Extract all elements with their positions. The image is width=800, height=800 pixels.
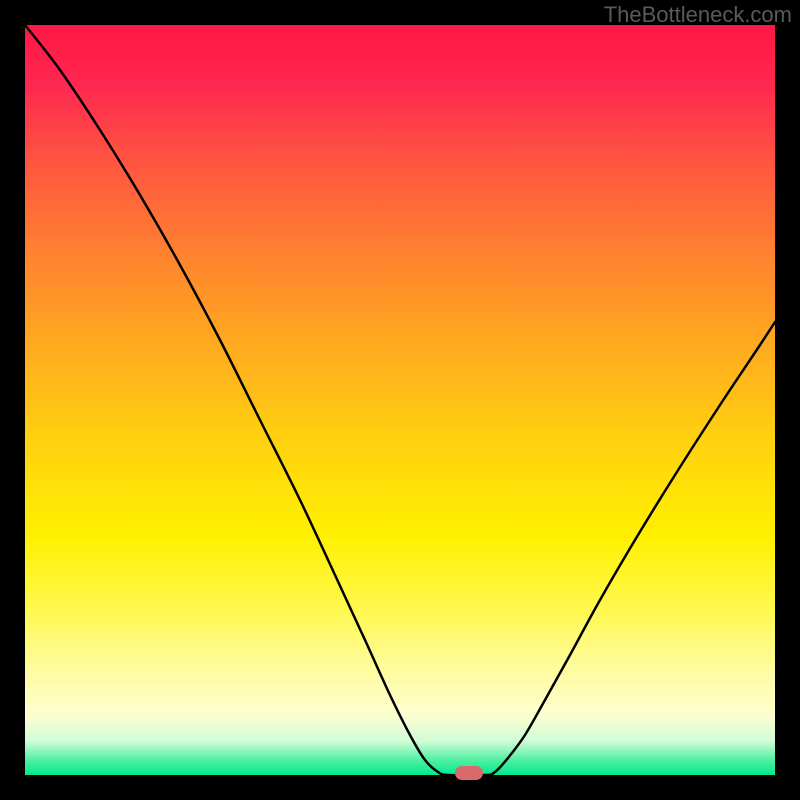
watermark-text: TheBottleneck.com — [604, 2, 792, 28]
optimal-marker — [455, 766, 483, 780]
chart-svg — [0, 0, 800, 800]
bottleneck-chart: TheBottleneck.com — [0, 0, 800, 800]
gradient-background — [25, 25, 775, 775]
